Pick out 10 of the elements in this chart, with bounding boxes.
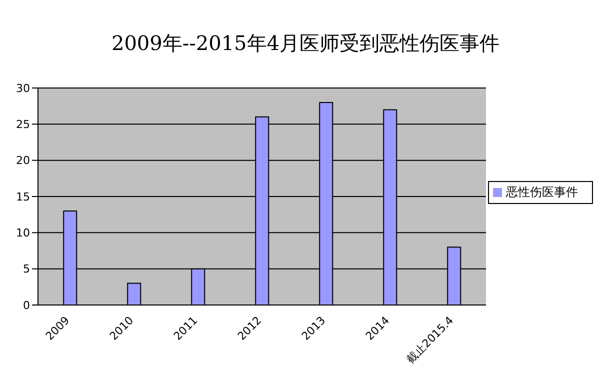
y-tick-label: 25	[16, 118, 30, 132]
chart-title: 2009年--2015年4月医师受到恶性伤医事件	[110, 30, 501, 57]
bar	[127, 282, 142, 305]
y-tick-label: 0	[23, 298, 30, 312]
y-tick-label: 5	[23, 262, 30, 276]
y-tick-label: 20	[16, 154, 30, 168]
y-tick-label: 15	[16, 190, 30, 204]
y-tick-label: 10	[16, 226, 30, 240]
y-tick-label: 30	[16, 82, 30, 95]
legend-label: 恶性伤医事件	[506, 185, 578, 199]
